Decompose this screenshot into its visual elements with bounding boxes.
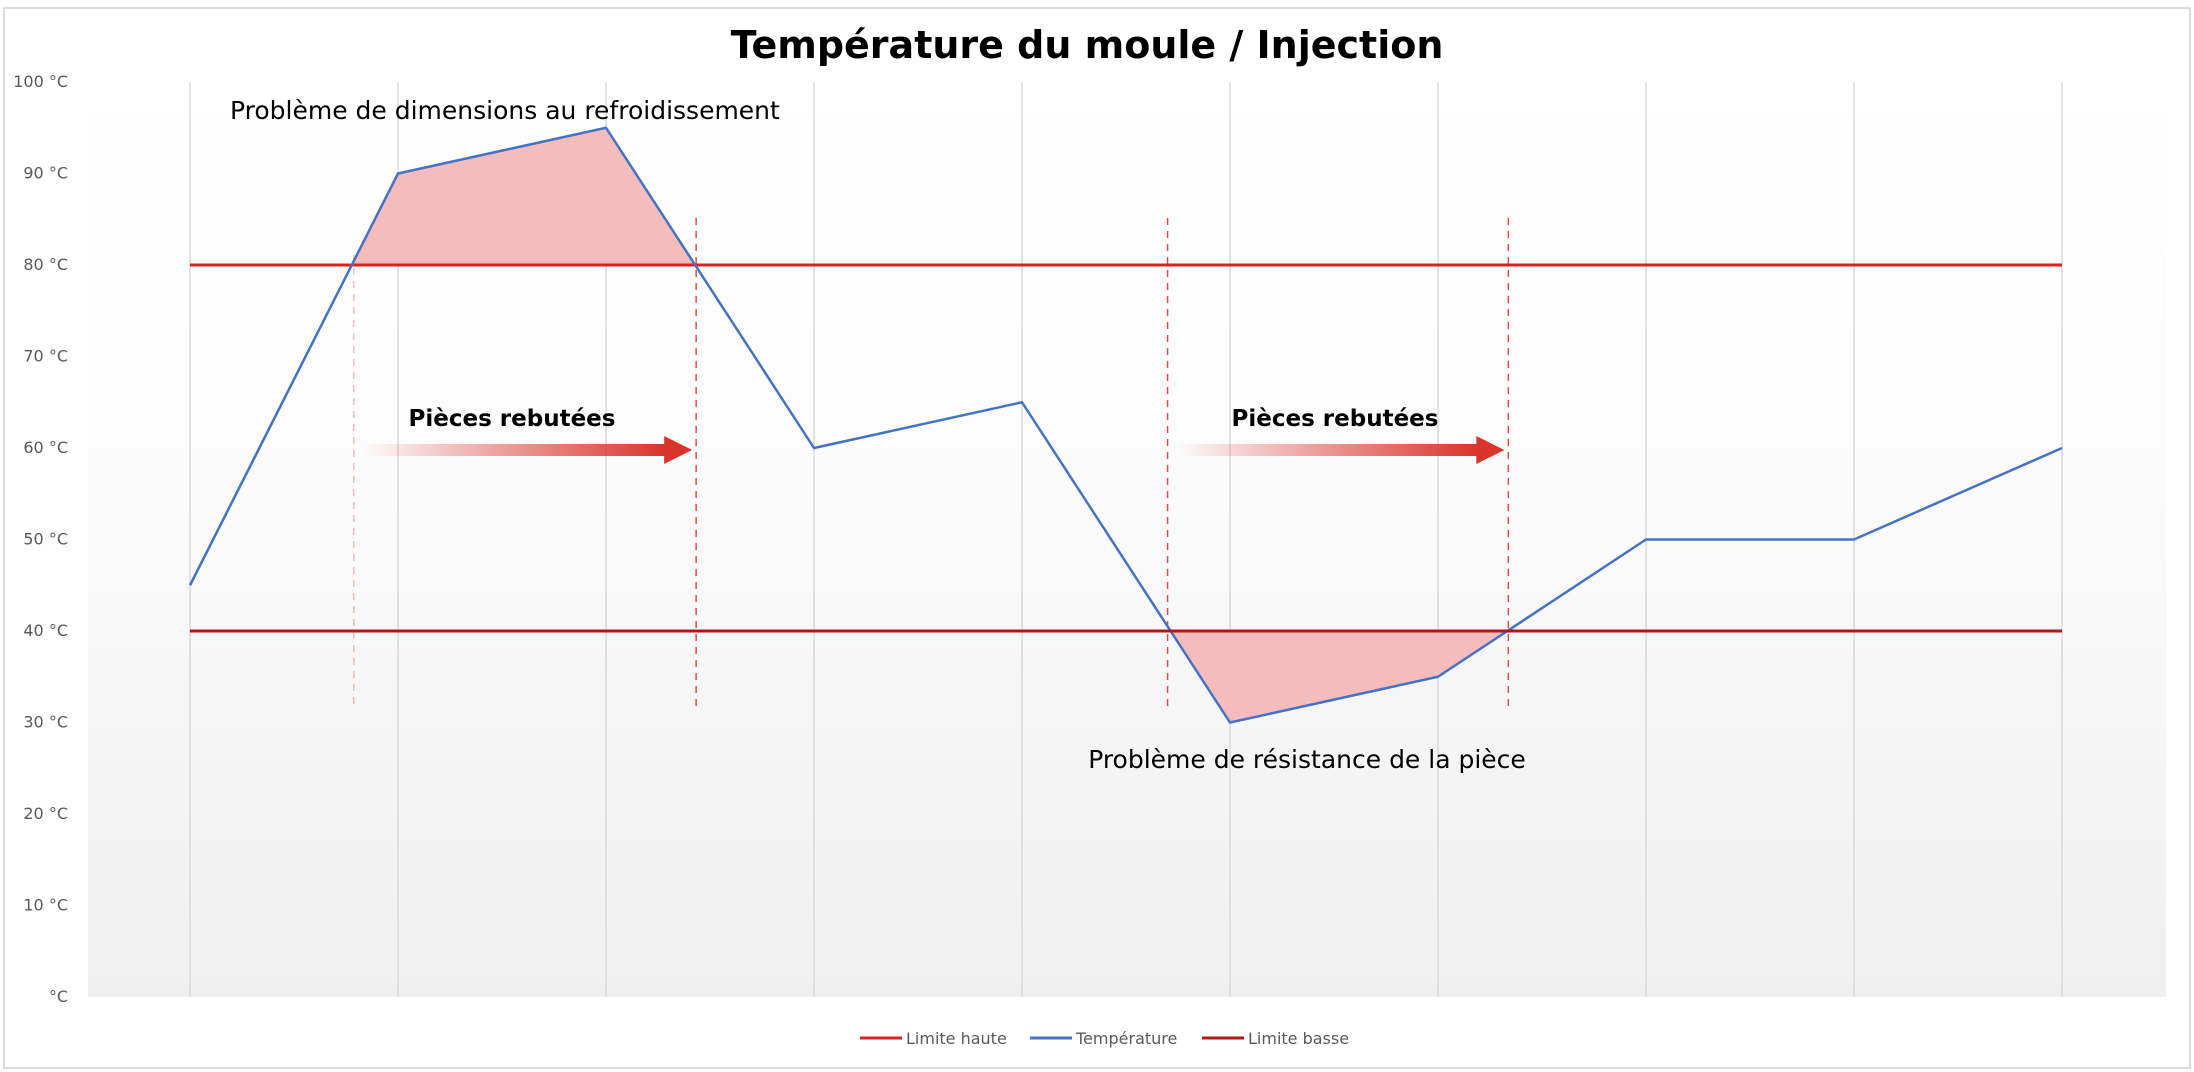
reject-arrow-shaft [364, 444, 666, 456]
legend-label-limite-basse: Limite basse [1248, 1029, 1349, 1048]
annotation-rejected-parts-2: Pièces rebutées [1232, 406, 1439, 432]
y-tick-label: 50 °C [23, 530, 68, 549]
chart-title: Température du moule / Injection [731, 23, 1444, 67]
y-axis-ticks: °C 10 °C 20 °C 30 °C 40 °C 50 °C 60 °C 70 °C 80 … [13, 72, 68, 1006]
legend-label-limite-haute: Limite haute [906, 1029, 1007, 1048]
legend: Limite haute Température Limite basse [860, 1029, 1349, 1048]
reject-arrow-shaft [1178, 444, 1479, 456]
legend-item-temperature: Température [1030, 1029, 1177, 1048]
y-tick-label: 80 °C [23, 255, 68, 274]
annotation-strength-problem: Problème de résistance de la pièce [1088, 745, 1526, 774]
annotation-dimension-problem: Problème de dimensions au refroidissemen… [230, 96, 780, 125]
legend-item-limite-haute: Limite haute [860, 1029, 1007, 1048]
y-tick-label: 70 °C [23, 347, 68, 366]
y-tick-label: °C [49, 987, 68, 1006]
y-tick-label: 30 °C [23, 713, 68, 732]
y-tick-label: 60 °C [23, 438, 68, 457]
legend-item-limite-basse: Limite basse [1202, 1029, 1349, 1048]
y-tick-label: 100 °C [13, 72, 68, 91]
y-tick-label: 90 °C [23, 164, 68, 183]
y-tick-label: 20 °C [23, 804, 68, 823]
y-tick-label: 10 °C [23, 896, 68, 915]
y-tick-label: 40 °C [23, 621, 68, 640]
annotation-rejected-parts-1: Pièces rebutées [409, 406, 616, 432]
legend-label-temperature: Température [1075, 1029, 1177, 1048]
